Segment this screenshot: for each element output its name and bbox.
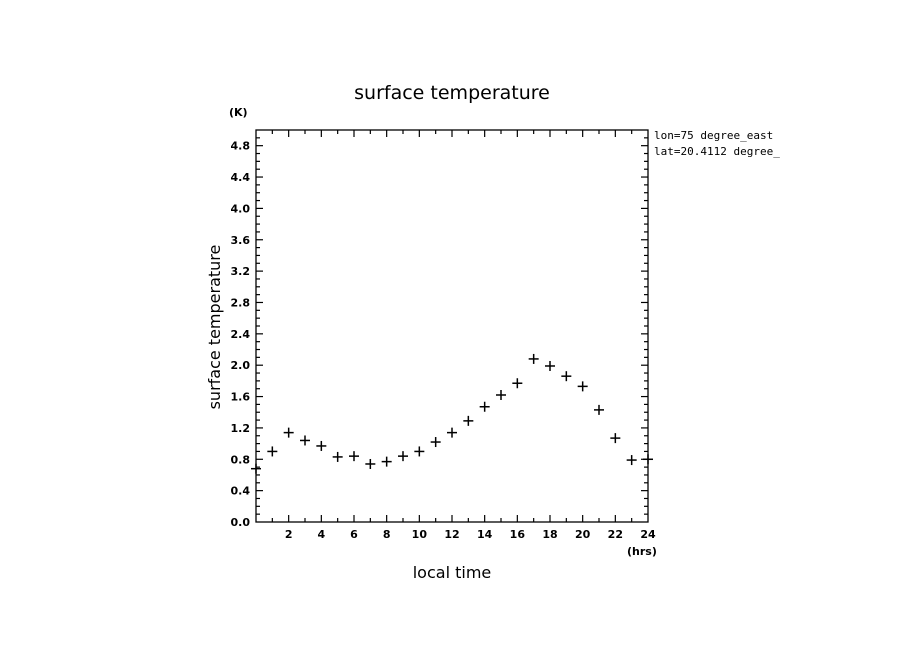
axis-tick-labels: 2 4 6 8 10 12 14 16 18 20 22 240.00.40.81.21.62.02.… [231,140,656,541]
data-point [463,415,474,426]
annotation-longitude: lon=75 degree_east [654,129,773,142]
y-tick-label: 1.2 [231,422,251,435]
x-tick-label: 16 [510,528,526,541]
annotation-latitude: lat=20.4112 degree_ [654,145,780,158]
x-tick-label: 8 [383,528,391,541]
data-point [398,451,408,462]
y-tick-label: 4.0 [231,202,251,215]
x-axis-label: local time [413,563,492,582]
x-tick-label: 14 [477,528,493,541]
data-point [496,389,506,400]
data-point [414,446,425,457]
data-point [316,440,327,451]
y-tick-label: 1.6 [231,391,251,404]
y-axis-label: surface temperature [205,245,224,410]
x-tick-label: 2 [285,528,293,541]
y-tick-label: 4.8 [231,140,251,153]
data-point [479,401,490,412]
data-point [594,404,604,415]
y-tick-label: 3.6 [231,234,251,247]
y-tick-label: 3.2 [231,265,251,278]
x-tick-label: 18 [542,528,557,541]
x-tick-label: 6 [350,528,358,541]
y-tick-label: 2.0 [231,359,251,372]
chart-title: surface temperature [354,82,550,104]
x-tick-label: 22 [608,528,623,541]
data-point [643,454,653,465]
data-point [447,427,457,438]
y-tick-label: 0.0 [231,516,251,529]
data-point [430,437,441,448]
data-point [365,458,376,469]
data-point [349,451,359,462]
data-point [626,455,637,466]
data-point [577,381,588,392]
data-point [512,378,523,389]
y-tick-label: 2.8 [231,296,251,309]
data-point [332,451,343,462]
y-tick-label: 2.4 [231,328,251,341]
data-point [561,371,572,382]
x-tick-label: 24 [640,528,656,541]
y-tick-label: 0.8 [231,453,251,466]
data-point [300,435,310,446]
axis-ticks [256,130,648,522]
data-markers [251,353,653,474]
y-tick-label: 0.4 [231,485,251,498]
x-tick-label: 20 [575,528,591,541]
plot-frame [255,129,649,523]
data-point [283,427,294,438]
data-point [381,456,392,467]
data-point [610,433,621,444]
x-axis-unit: (hrs) [627,545,657,558]
data-point [545,360,555,371]
data-point [251,463,261,474]
data-point [267,446,278,457]
data-point [528,353,539,364]
y-tick-label: 4.4 [231,171,251,184]
y-axis-unit: (K) [229,106,248,119]
x-tick-label: 4 [318,528,326,541]
x-tick-label: 12 [444,528,459,541]
x-tick-label: 10 [412,528,428,541]
